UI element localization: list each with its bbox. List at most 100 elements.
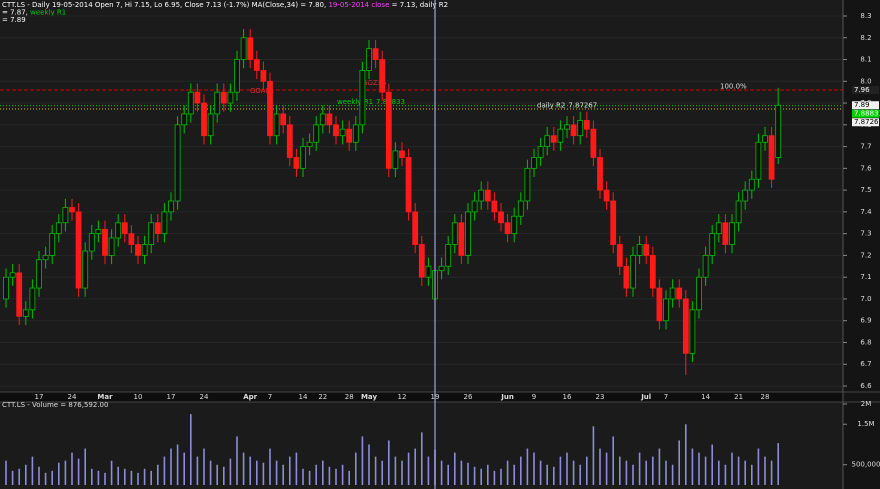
volume-bar	[282, 464, 284, 485]
x-tick-label: May	[361, 393, 377, 401]
volume-bar	[440, 460, 443, 485]
header-line: CTT.LS - Daily 19-05-2014 Open 7, Hi 7.1…	[2, 1, 448, 9]
price-pane	[0, 0, 843, 392]
x-tick-label: Jun	[500, 393, 514, 401]
y-tick-label: 7.0	[860, 295, 871, 303]
candle-body	[75, 211, 82, 289]
candle-body	[458, 222, 465, 256]
volume-bar	[645, 460, 647, 485]
candle-body	[187, 91, 194, 115]
candle-body	[590, 128, 597, 158]
x-tick-label: 24	[68, 393, 77, 401]
volume-bar	[157, 464, 159, 485]
x-tick-label: Jul	[640, 393, 651, 401]
candle-body	[498, 211, 504, 224]
candle-body	[280, 113, 287, 126]
volume-bar	[612, 436, 614, 485]
volume-bar	[473, 466, 476, 485]
x-tick-label: Apr	[243, 393, 257, 401]
value-box	[852, 109, 879, 118]
candle-body	[663, 298, 669, 322]
volume-bar	[487, 464, 489, 485]
volume-bar	[374, 456, 377, 485]
candle-body	[768, 135, 775, 180]
candle-body	[214, 91, 221, 115]
candle-body	[577, 120, 584, 137]
candle-body	[702, 255, 709, 278]
volume-bar	[421, 432, 423, 485]
level-name: daily R2	[537, 102, 565, 110]
volume-bar	[777, 443, 779, 485]
x-tick-label: 24	[200, 393, 209, 401]
value-box-label: 7.88833	[854, 110, 880, 118]
volume-bar	[586, 456, 588, 485]
volume-bar	[355, 452, 357, 485]
volume-bar	[18, 468, 20, 485]
annotation: GOZS5	[362, 79, 387, 87]
volume-bar	[64, 460, 67, 485]
volume-bar	[104, 472, 106, 485]
volume-bar	[117, 466, 119, 485]
candle-body	[445, 244, 452, 267]
y-tick-label: 7.5	[860, 186, 871, 194]
y-tick-label: 8.2	[860, 34, 871, 42]
volume-bar	[493, 470, 496, 485]
volume-bar	[467, 462, 469, 485]
level-value: 7.87267	[568, 102, 597, 110]
volume-bar	[625, 460, 628, 485]
candle-body	[148, 222, 155, 245]
candle-body	[735, 200, 742, 224]
header-text: = 7.89	[2, 16, 26, 24]
x-tick-label: 14	[299, 393, 308, 401]
candle-body	[181, 113, 188, 126]
volume-bar	[308, 470, 311, 485]
x-tick-label: 23	[596, 393, 605, 401]
volume-bar	[572, 460, 575, 485]
candle-body	[240, 37, 247, 60]
volume-bar	[764, 456, 766, 485]
candle-body	[715, 222, 722, 235]
candle-body	[385, 91, 392, 169]
y-tick-label: 7.2	[860, 251, 871, 259]
x-tick-label: 16	[563, 393, 572, 401]
volume-bar	[665, 460, 667, 485]
candle-body	[418, 244, 425, 278]
candle-body	[128, 233, 135, 245]
candle-body	[557, 128, 564, 143]
y-tick-label: 8.3	[860, 12, 871, 20]
candle-body	[227, 91, 234, 104]
candle-body	[491, 200, 498, 213]
level-name: weekly R1	[337, 98, 373, 106]
volume-bar	[407, 452, 410, 485]
candle-body	[597, 157, 603, 191]
volume-bar	[223, 466, 225, 485]
volume-bar	[71, 452, 73, 485]
volume-bar	[209, 460, 212, 485]
value-box-label: 7.87267	[854, 118, 880, 126]
candle-body	[550, 135, 557, 143]
candle-body	[451, 222, 458, 245]
date-axis	[0, 392, 843, 402]
volume-bar	[5, 460, 7, 485]
candle-body	[524, 167, 531, 202]
y-tick-label: 6.8	[860, 338, 871, 346]
candle-body	[352, 124, 359, 143]
volume-bar	[256, 460, 258, 485]
candle-body	[42, 255, 49, 261]
header-text: = 7.87,	[2, 9, 30, 17]
volume-bar	[196, 456, 199, 485]
x-tick-label: 22	[318, 393, 327, 401]
candle-body	[16, 272, 23, 317]
volume-bar	[97, 470, 100, 485]
volume-bar	[737, 456, 740, 485]
candle-body	[616, 244, 623, 267]
candle-body	[346, 128, 353, 143]
candle-body	[729, 222, 735, 245]
candle-body	[669, 287, 676, 300]
candle-body	[286, 124, 293, 158]
volume-bar	[401, 460, 403, 485]
header-text: = 7.13, daily R2	[389, 1, 448, 9]
candle-body	[623, 265, 630, 289]
volume-bar	[190, 414, 192, 485]
candle-body	[676, 287, 683, 300]
